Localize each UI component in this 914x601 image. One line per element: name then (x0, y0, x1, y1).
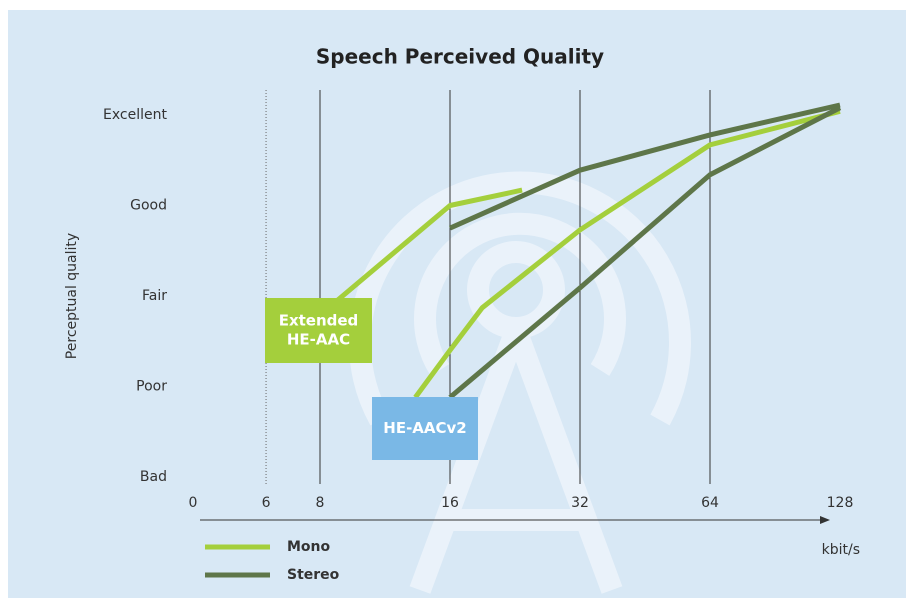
x-origin-label: 0 (189, 495, 198, 511)
x-tick-label: 16 (441, 495, 459, 511)
y-tick-label: Bad (140, 469, 167, 485)
legend-label: Mono (287, 539, 331, 555)
annotation-text: Extended (279, 312, 359, 330)
y-tick-label: Fair (142, 288, 167, 304)
x-tick-label: 64 (701, 495, 719, 511)
y-tick-label: Excellent (103, 107, 167, 123)
x-tick-label: 32 (571, 495, 589, 511)
x-tick-label: 128 (827, 495, 854, 511)
y-axis-label: Perceptual quality (64, 233, 80, 359)
annotation-text: HE-AAC (287, 331, 350, 349)
legend-label: Stereo (287, 567, 340, 583)
x-tick-label: 8 (316, 495, 325, 511)
y-tick-label: Good (130, 198, 167, 214)
x-unit: kbit/s (822, 542, 860, 558)
annotation-text: HE-AACv2 (383, 419, 466, 437)
chart: Speech Perceived Quality Perceptual qual… (0, 0, 914, 601)
y-tick-label: Poor (136, 379, 167, 395)
chart-title: Speech Perceived Quality (316, 45, 604, 69)
x-tick-label: 6 (262, 495, 271, 511)
